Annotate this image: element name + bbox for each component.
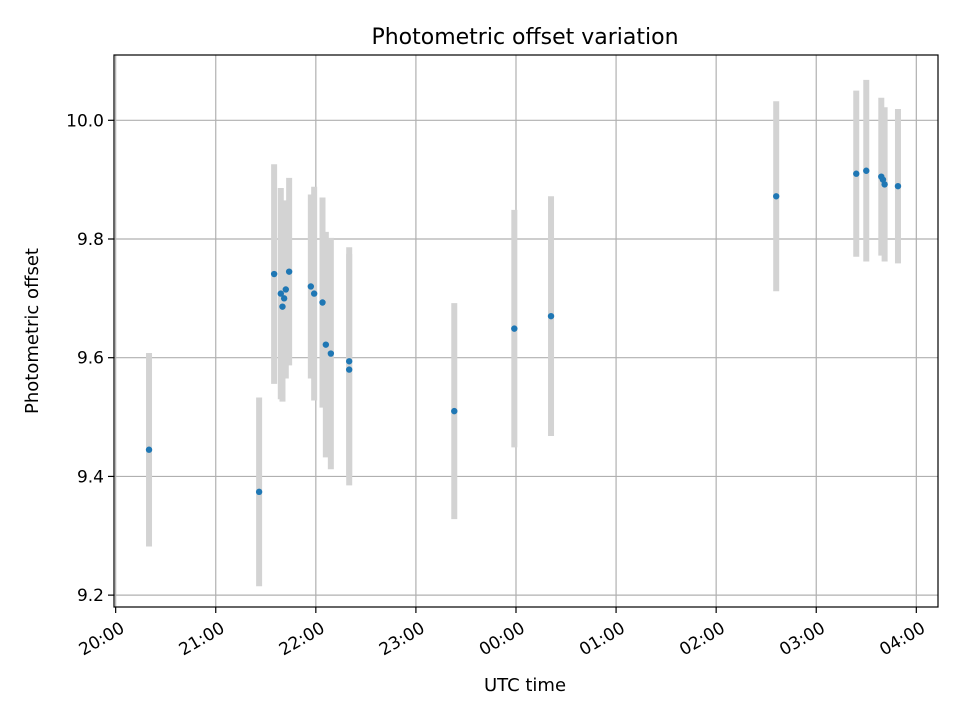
y-axis-label: Photometric offset xyxy=(22,248,43,414)
data-point xyxy=(280,295,288,302)
data-point xyxy=(894,182,902,190)
y-tick-label: 9.4 xyxy=(77,467,104,487)
data-point xyxy=(285,268,293,275)
data-point xyxy=(277,290,285,297)
data-point xyxy=(881,181,888,188)
y-tick-label: 9.6 xyxy=(77,349,104,369)
data-point xyxy=(345,366,353,373)
data-point xyxy=(322,341,330,348)
data-points xyxy=(145,167,902,496)
data-point xyxy=(327,350,335,357)
data-point xyxy=(451,407,458,415)
y-tick-label: 10.0 xyxy=(66,111,104,131)
data-point xyxy=(310,290,318,297)
data-point xyxy=(307,283,315,290)
data-point xyxy=(255,488,263,496)
data-point xyxy=(270,270,278,278)
data-point xyxy=(319,299,326,306)
data-point xyxy=(282,286,290,293)
y-tick-label: 9.2 xyxy=(77,586,104,606)
data-point xyxy=(145,446,153,453)
data-point xyxy=(863,167,870,174)
data-point xyxy=(547,312,555,320)
data-point xyxy=(773,193,780,200)
data-point xyxy=(279,303,286,310)
data-point xyxy=(511,325,518,332)
x-axis-label: UTC time xyxy=(484,675,566,696)
chart-title: Photometric offset variation xyxy=(371,25,678,50)
y-tick-label: 9.8 xyxy=(77,230,104,250)
data-point xyxy=(853,170,860,177)
y-axis-ticks: 9.2 9.4 9.6 9.8 10.0 xyxy=(66,111,114,606)
data-point xyxy=(345,358,353,365)
plot-frame xyxy=(113,54,939,608)
